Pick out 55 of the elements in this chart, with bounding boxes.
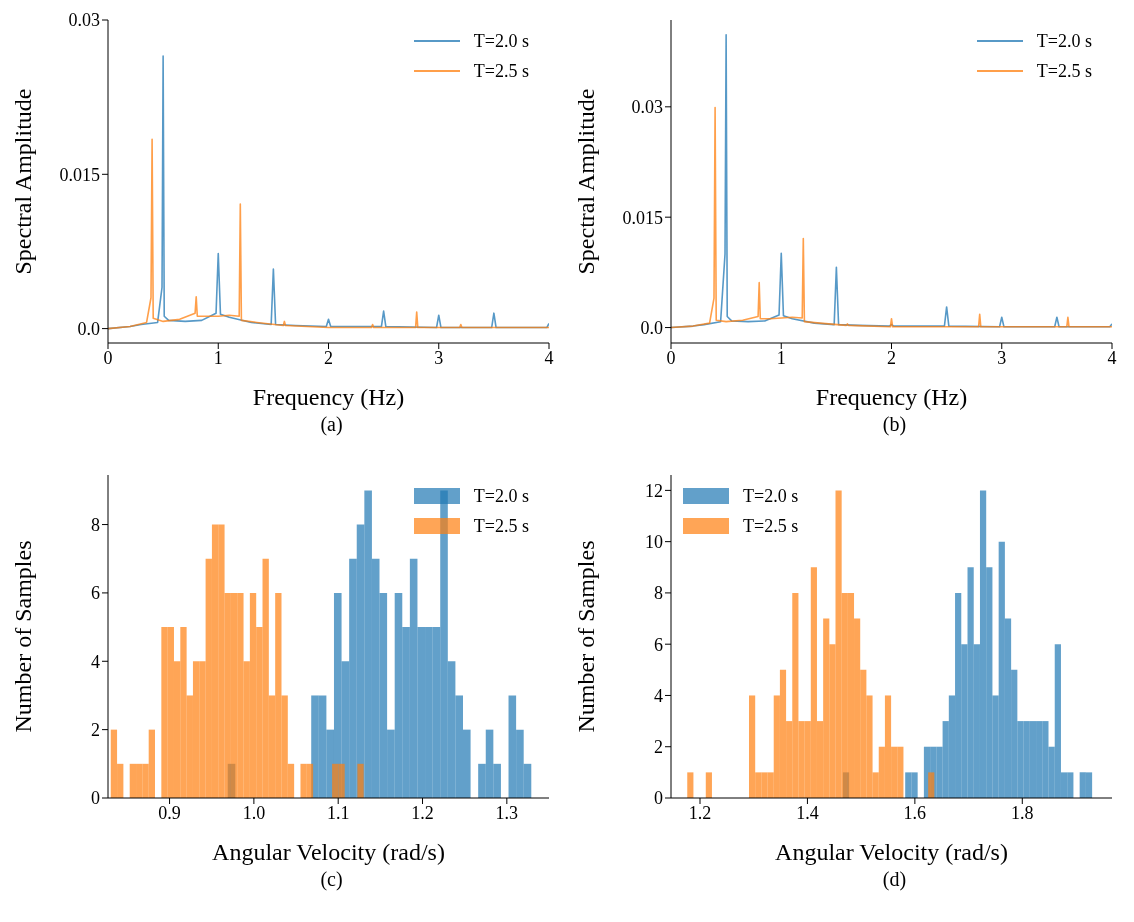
y-tick-label: 0 [654, 788, 663, 809]
y-tick-label: 10 [645, 532, 663, 553]
y-tick-label: 0.015 [622, 207, 663, 228]
legend-label: T=2.0 s [473, 30, 529, 53]
x-axis-title: Angular Velocity (rad/s) [775, 839, 1008, 865]
legend-label: T=2.0 s [743, 485, 799, 508]
legend-label: T=2.5 s [1036, 60, 1092, 83]
x-axis-title: Frequency (Hz) [815, 384, 968, 410]
y-tick-label: 0.03 [631, 97, 663, 118]
y-tick-label: 8 [91, 514, 100, 535]
x-tick-label: 1.2 [688, 802, 712, 823]
x-tick-label: 3 [997, 347, 1007, 368]
y-tick-label: 0.03 [68, 10, 100, 31]
x-axis-title: Frequency (Hz) [252, 384, 405, 410]
y-axis-title: Spectral Amplitude [9, 88, 36, 275]
x-tick-label: 1.3 [495, 802, 519, 823]
y-tick-label: 0.0 [77, 318, 100, 339]
y-tick-label: 6 [91, 583, 100, 604]
y-tick-label: 6 [654, 634, 663, 655]
y-tick-label: 0.015 [59, 164, 100, 185]
y-axis-title: Number of Samples [572, 540, 599, 733]
x-tick-label: 0.9 [158, 802, 181, 823]
legend-label: T=2.5 s [473, 515, 529, 538]
y-tick-label: 12 [645, 480, 663, 501]
y-tick-label: 2 [654, 737, 663, 758]
y-tick-label: 4 [91, 651, 100, 672]
x-axis-title: Angular Velocity (rad/s) [212, 839, 445, 865]
text: (c) [319, 868, 344, 891]
y-tick-label: 4 [654, 685, 663, 706]
x-tick-label: 1.4 [796, 802, 819, 823]
y-tick-label: 2 [91, 720, 100, 741]
x-tick-label: 2 [324, 347, 333, 368]
legend-label: T=2.5 s [743, 515, 799, 538]
x-tick-label: 1.0 [242, 802, 266, 823]
text: (b) [881, 413, 908, 436]
text: (d) [881, 868, 908, 891]
text: (a) [319, 413, 344, 436]
x-tick-label: 1.8 [1011, 802, 1034, 823]
x-tick-label: 3 [434, 347, 444, 368]
x-tick-label: 1.6 [903, 802, 927, 823]
x-tick-label: 4 [1107, 347, 1117, 368]
y-tick-label: 0 [91, 788, 100, 809]
x-tick-label: 1.1 [326, 802, 350, 823]
legend-label: T=2.0 s [1036, 30, 1092, 53]
y-axis-title: Number of Samples [9, 540, 36, 733]
legend-label: T=2.0 s [473, 485, 529, 508]
y-tick-label: 8 [654, 583, 663, 604]
y-axis-title: Spectral Amplitude [572, 88, 599, 275]
x-tick-label: 1 [213, 347, 223, 368]
x-tick-label: 1 [776, 347, 786, 368]
x-tick-label: 2 [887, 347, 896, 368]
y-tick-label: 0.0 [640, 317, 663, 338]
x-tick-label: 4 [544, 347, 554, 368]
x-tick-label: 1.2 [411, 802, 434, 823]
legend-label: T=2.5 s [473, 60, 529, 83]
